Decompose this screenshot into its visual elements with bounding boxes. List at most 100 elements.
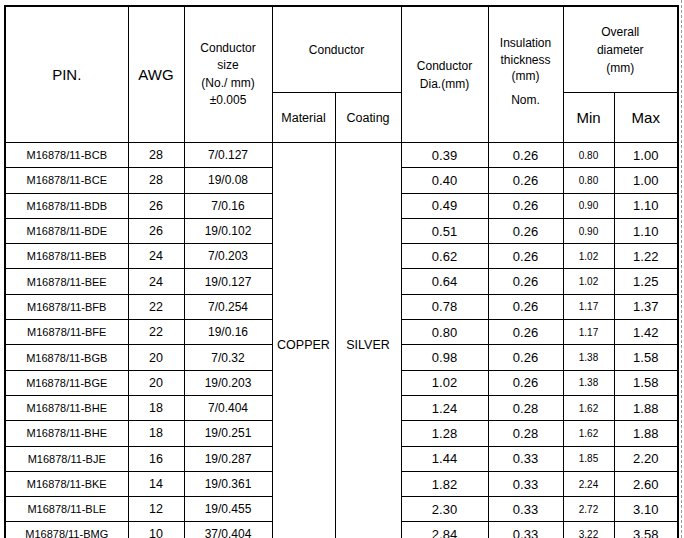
cell-pin: M16878/11-BKE — [5, 471, 128, 496]
wire-spec-table: PIN. AWG Conductor size (No./ mm) ±0.005… — [4, 5, 679, 538]
cell-overall-min: 0.80 — [563, 168, 614, 193]
insulation-header-wrap: Insulation thickness (mm) Nom. — [489, 21, 563, 128]
cell-overall-max: 1.00 — [614, 143, 678, 168]
cell-overall-min: 0.80 — [563, 143, 614, 168]
cell-conductor-size: 19/0.08 — [184, 168, 272, 193]
cell-insulation-thickness: 0.26 — [488, 345, 563, 370]
cell-conductor-size: 19/0.455 — [184, 497, 272, 522]
cell-conductor-dia: 0.98 — [401, 345, 488, 370]
spec-sheet: PIN. AWG Conductor size (No./ mm) ±0.005… — [0, 0, 684, 538]
cell-conductor-size: 7/0.127 — [184, 143, 272, 168]
cell-overall-min: 1.85 — [563, 446, 614, 471]
cell-overall-min: 0.90 — [563, 193, 614, 218]
insulation-header-label: Insulation thickness (mm) — [489, 21, 563, 93]
header-coating: Coating — [335, 93, 401, 143]
cell-awg: 26 — [128, 218, 184, 243]
cell-overall-max: 1.58 — [614, 370, 678, 395]
cell-conductor-size: 7/0.203 — [184, 244, 272, 269]
cell-conductor-dia: 0.64 — [401, 269, 488, 294]
cell-awg: 16 — [128, 446, 184, 471]
cell-insulation-thickness: 0.28 — [488, 395, 563, 420]
cell-overall-max: 2.60 — [614, 471, 678, 496]
cell-pin: M16878/11-BGB — [5, 345, 128, 370]
header-min: Min — [563, 93, 614, 143]
header-material: Material — [272, 93, 335, 143]
cell-conductor-size: 19/0.203 — [184, 370, 272, 395]
cell-conductor-dia: 0.62 — [401, 244, 488, 269]
cell-conductor-dia: 2.84 — [401, 522, 488, 538]
cell-overall-min: 1.02 — [563, 269, 614, 294]
cell-awg: 22 — [128, 294, 184, 319]
cell-awg: 10 — [128, 522, 184, 538]
cell-awg: 14 — [128, 471, 184, 496]
cell-overall-min: 1.02 — [563, 244, 614, 269]
cell-pin: M16878/11-BFB — [5, 294, 128, 319]
cell-awg: 18 — [128, 421, 184, 446]
cell-overall-max: 1.37 — [614, 294, 678, 319]
cell-pin: M16878/11-BHE — [5, 421, 128, 446]
cell-insulation-thickness: 0.33 — [488, 522, 563, 538]
cell-pin: M16878/11-BLE — [5, 497, 128, 522]
cell-overall-min: 1.38 — [563, 345, 614, 370]
cell-awg: 28 — [128, 168, 184, 193]
header-pin: PIN. — [5, 6, 128, 143]
cell-overall-min: 0.90 — [563, 218, 614, 243]
cell-pin: M16878/11-BHE — [5, 395, 128, 420]
insulation-nom-label: Nom. — [489, 93, 563, 128]
cell-insulation-thickness: 0.28 — [488, 421, 563, 446]
header-max: Max — [614, 93, 678, 143]
cell-conductor-size: 19/0.102 — [184, 218, 272, 243]
cell-conductor-dia: 1.44 — [401, 446, 488, 471]
header-overall-diameter: Overall diameter (mm) — [563, 6, 678, 93]
cell-conductor-size: 7/0.16 — [184, 193, 272, 218]
cell-awg: 12 — [128, 497, 184, 522]
cell-insulation-thickness: 0.33 — [488, 446, 563, 471]
cell-overall-min: 1.62 — [563, 395, 614, 420]
cell-overall-max: 3.10 — [614, 497, 678, 522]
table-row: M16878/11-BCB287/0.127COPPERSILVER0.390.… — [5, 143, 678, 168]
cell-conductor-dia: 0.51 — [401, 218, 488, 243]
cell-pin: M16878/11-BEB — [5, 244, 128, 269]
cell-awg: 20 — [128, 345, 184, 370]
cell-pin: M16878/11-BFE — [5, 320, 128, 345]
cell-pin: M16878/11-BCE — [5, 168, 128, 193]
cell-insulation-thickness: 0.26 — [488, 320, 563, 345]
cell-insulation-thickness: 0.26 — [488, 294, 563, 319]
header-awg: AWG — [128, 6, 184, 143]
cell-insulation-thickness: 0.33 — [488, 497, 563, 522]
cell-pin: M16878/11-BDB — [5, 193, 128, 218]
cell-overall-max: 1.42 — [614, 320, 678, 345]
header-conductor-group: Conductor — [272, 6, 401, 93]
cell-insulation-thickness: 0.26 — [488, 193, 563, 218]
cell-conductor-dia: 0.40 — [401, 168, 488, 193]
cell-conductor-size: 19/0.361 — [184, 471, 272, 496]
cell-pin: M16878/11-BMG — [5, 522, 128, 538]
cell-insulation-thickness: 0.26 — [488, 168, 563, 193]
cell-conductor-size: 7/0.254 — [184, 294, 272, 319]
cell-conductor-dia: 0.78 — [401, 294, 488, 319]
cell-overall-max: 1.88 — [614, 421, 678, 446]
cell-insulation-thickness: 0.33 — [488, 471, 563, 496]
table-header: PIN. AWG Conductor size (No./ mm) ±0.005… — [5, 6, 678, 143]
header-conductor-dia: Conductor Dia.(mm) — [401, 6, 488, 143]
cell-overall-min: 1.17 — [563, 320, 614, 345]
cell-overall-max: 1.58 — [614, 345, 678, 370]
cell-overall-max: 1.10 — [614, 218, 678, 243]
cell-overall-max: 3.58 — [614, 522, 678, 538]
cell-insulation-thickness: 0.26 — [488, 143, 563, 168]
cell-material-merged: COPPER — [272, 143, 335, 538]
cell-conductor-dia: 2.30 — [401, 497, 488, 522]
cell-awg: 24 — [128, 244, 184, 269]
cell-insulation-thickness: 0.26 — [488, 244, 563, 269]
cell-conductor-dia: 1.28 — [401, 421, 488, 446]
cell-conductor-size: 19/0.127 — [184, 269, 272, 294]
cell-conductor-size: 7/0.32 — [184, 345, 272, 370]
cell-overall-max: 1.00 — [614, 168, 678, 193]
cell-conductor-size: 37/0.404 — [184, 522, 272, 538]
cell-overall-max: 1.25 — [614, 269, 678, 294]
cell-overall-max: 1.22 — [614, 244, 678, 269]
cell-awg: 26 — [128, 193, 184, 218]
cell-overall-max: 1.88 — [614, 395, 678, 420]
cell-pin: M16878/11-BDE — [5, 218, 128, 243]
page-break-dashed-line — [681, 0, 682, 538]
